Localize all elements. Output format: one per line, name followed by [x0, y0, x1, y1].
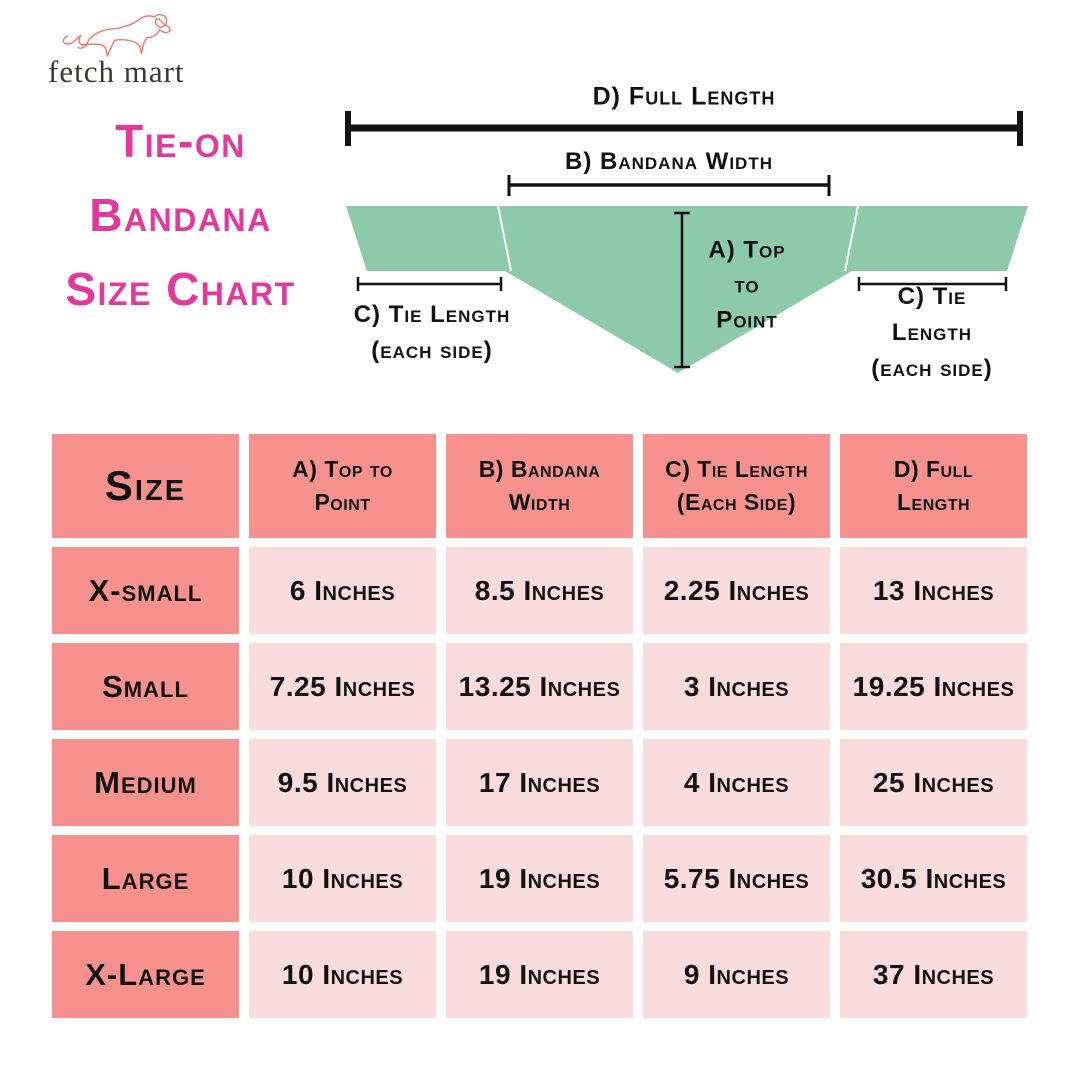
col-header-size: Size: [52, 434, 239, 538]
full-length-label: D) Full Length: [592, 82, 776, 111]
brand-name: fetch mart: [48, 54, 185, 89]
cell-xsmall-tie-length: 2.25 Inches: [643, 547, 830, 634]
top-to-point-measure-line: [674, 211, 690, 369]
cell-xlarge-bandana-width: 19 Inches: [446, 931, 633, 1018]
row-header-small: Small: [52, 643, 239, 730]
cell-medium-top-to-point: 9.5 Inches: [249, 739, 436, 826]
cell-medium-full-length: 25 Inches: [840, 739, 1027, 826]
left-seam: [497, 205, 512, 272]
cell-medium-tie-length: 4 Inches: [643, 739, 830, 826]
tie-length-right-measure-line: [857, 277, 1008, 291]
top-to-point-label: A) Top to Point: [708, 236, 786, 334]
cell-large-tie-length: 5.75 Inches: [643, 835, 830, 922]
row-header-large: Large: [52, 835, 239, 922]
right-seam: [844, 205, 859, 272]
cell-xlarge-full-length: 37 Inches: [840, 931, 1027, 1018]
cell-small-tie-length: 3 Inches: [643, 643, 830, 730]
cell-xlarge-top-to-point: 10 Inches: [249, 931, 436, 1018]
col-header-tie-length: C) Tie Length (Each Side): [643, 434, 830, 538]
tie-length-left-measure-line: [356, 277, 503, 291]
cell-large-bandana-width: 19 Inches: [446, 835, 633, 922]
bandana-shape: [346, 206, 1028, 373]
size-chart-table: Size A) Top to Point B) Bandana Width C)…: [52, 434, 1027, 1018]
cell-xsmall-full-length: 13 Inches: [840, 547, 1027, 634]
cell-xsmall-top-to-point: 6 Inches: [249, 547, 436, 634]
page-title-line1: Tie-on: [115, 115, 246, 167]
cell-xlarge-tie-length: 9 Inches: [643, 931, 830, 1018]
col-header-full-length: D) Full Length: [840, 434, 1027, 538]
bandana-width-measure-line: [507, 175, 831, 196]
page-title: Tie-on Bandana Size Chart: [28, 104, 333, 326]
cell-small-top-to-point: 7.25 Inches: [249, 643, 436, 730]
row-header-medium: Medium: [52, 739, 239, 826]
cell-small-bandana-width: 13.25 Inches: [446, 643, 633, 730]
tie-length-left-label: C) Tie Length (each side): [353, 301, 511, 364]
full-length-measure-line: [345, 111, 1023, 146]
logo: fetch mart: [40, 6, 260, 96]
col-header-bandana-width: B) Bandana Width: [446, 434, 633, 538]
cell-large-top-to-point: 10 Inches: [249, 835, 436, 922]
row-header-xsmall: X-small: [52, 547, 239, 634]
cell-large-full-length: 30.5 Inches: [840, 835, 1027, 922]
bandana-width-label: B) Bandana Width: [565, 148, 773, 175]
row-header-xlarge: X-Large: [52, 931, 239, 1018]
cell-xsmall-bandana-width: 8.5 Inches: [446, 547, 633, 634]
page-title-line3: Size Chart: [65, 263, 296, 315]
col-header-top-to-point: A) Top to Point: [249, 434, 436, 538]
cell-small-full-length: 19.25 Inches: [840, 643, 1027, 730]
tie-length-right-label: C) Tie Length (each side): [871, 283, 993, 382]
dog-logo-icon: [62, 14, 171, 58]
page-title-line2: Bandana: [89, 189, 272, 241]
cell-medium-bandana-width: 17 Inches: [446, 739, 633, 826]
